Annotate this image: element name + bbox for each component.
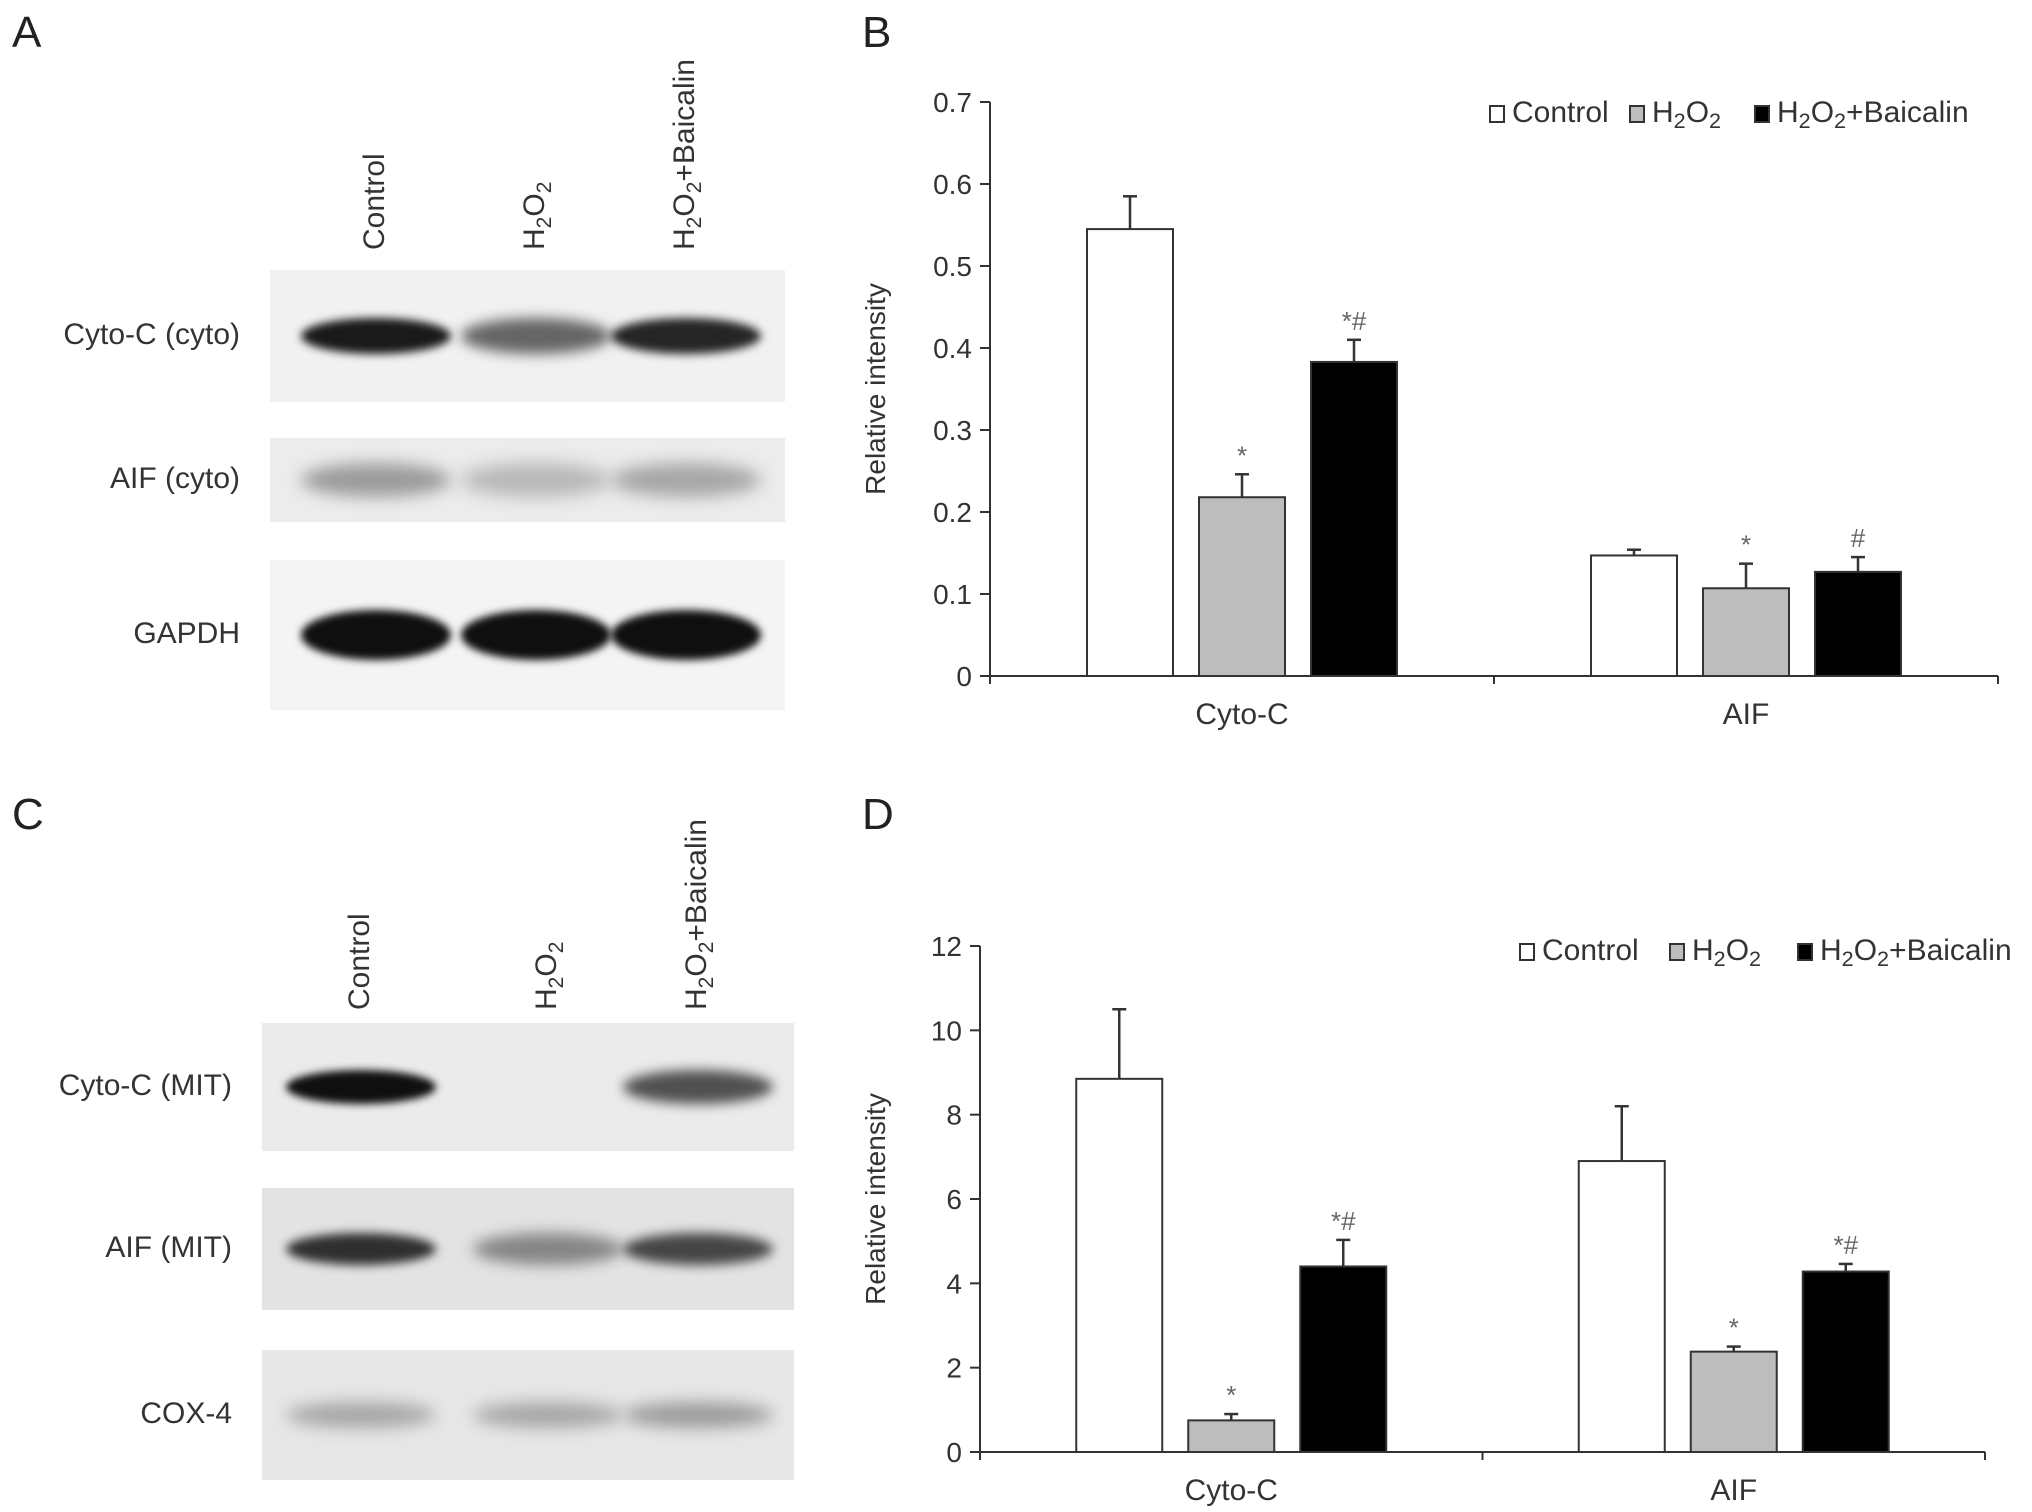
bar [1075,1077,1164,1453]
blot-band [473,1233,623,1265]
lane-label-0: Control [343,913,376,1010]
blot-strip [270,560,785,710]
y-tick-label: 0.2 [933,497,972,528]
y-tick-label: 0.7 [933,87,972,118]
y-tick-label: 6 [946,1184,962,1215]
legend-label: Control [1512,96,1609,129]
significance-mark: * [1741,530,1751,560]
bar [1689,1350,1778,1454]
legend-swatch [1754,105,1770,123]
lane-label-2: H2O2+Baicalin [668,59,706,250]
blot-band [461,318,611,354]
blot-band [611,318,761,354]
y-tick-label: 10 [931,1015,962,1046]
blot-band [461,463,611,497]
significance-mark: * [1226,1380,1236,1410]
bar [1198,496,1286,677]
lane-label-1: H2O2 [518,181,556,250]
y-tick-label: 0.1 [933,579,972,610]
bar [1187,1419,1276,1453]
blot-row-label: GAPDH [133,617,240,650]
blot-strip [262,1023,794,1151]
panel-letter-b: B [862,8,892,57]
western-blot-c: Control H2O2 H2O2+Baicalin Cyto-C (MIT) AIF … [0,780,800,1500]
bar [1801,1270,1890,1453]
blot-band [286,1402,436,1428]
bar [1299,1265,1388,1454]
significance-mark: *# [1833,1230,1858,1260]
blot-band [623,1070,773,1104]
y-axis-label: Relative intensity [860,283,891,495]
legend-label: H2O2+Baicalin [1820,934,2012,971]
y-tick-label: 0.3 [933,415,972,446]
y-tick-label: 2 [946,1353,962,1384]
x-tick-label: AIF [1710,1474,1757,1507]
x-tick-label: Cyto-C [1195,698,1288,731]
legend-swatch [1489,105,1505,123]
significance-mark: # [1851,523,1866,553]
legend-label: H2O2 [1692,934,1761,971]
blot-band [623,1233,773,1265]
bar [1590,554,1678,677]
y-tick-label: 0.6 [933,169,972,200]
blot-row-label: Cyto-C (MIT) [58,1069,232,1102]
blot-band [611,610,761,660]
blot-row-label: Cyto-C (cyto) [63,318,240,351]
y-axis-label: Relative intensity [860,1093,891,1305]
y-tick-label: 0.4 [933,333,972,364]
significance-mark: * [1237,440,1247,470]
bar-chart-b: 0 0.1 0.2 0.3 0.4 0.5 0.6 0.7 Relative intensity… [860,87,1999,731]
y-tick-label: 0.5 [933,251,972,282]
legend-swatch [1669,943,1685,961]
significance-mark: *# [1331,1206,1356,1236]
legend-swatch [1629,105,1645,123]
blot-band [286,1070,436,1104]
bar [1577,1160,1666,1453]
blot-row-label: COX-4 [140,1397,232,1430]
blot-band [301,463,451,497]
lane-label-1: H2O2 [530,941,568,1010]
significance-mark: * [1729,1313,1739,1343]
y-tick-label: 0 [946,1437,962,1468]
bar-chart-d: 0 2 4 6 8 10 12 Relative intensity Cyto-C AIF * * *#… [860,931,2012,1507]
y-tick-label: 0 [956,661,972,692]
western-blot-a: Control H2O2 H2O2+Baicalin Cyto-C (cyto) AIF… [0,0,800,720]
x-tick-label: Cyto-C [1185,1474,1278,1507]
blot-row-label: AIF (MIT) [105,1231,232,1264]
blot-row-label: AIF (cyto) [109,462,240,495]
lane-label-2: H2O2+Baicalin [680,819,718,1010]
legend-label: H2O2 [1652,96,1721,133]
bar [1086,228,1174,677]
panel-letter-c: C [12,790,44,839]
bar [1814,570,1902,677]
blot-band [301,610,451,660]
blot-band [286,1233,436,1265]
x-tick-label: AIF [1723,698,1770,731]
legend-swatch [1797,943,1813,961]
y-tick-label: 4 [946,1268,962,1299]
blot-band [623,1402,773,1428]
legend-label: H2O2+Baicalin [1777,96,1969,133]
y-tick-label: 12 [931,931,962,962]
lane-label-0: Control [358,153,391,250]
blot-band [461,610,611,660]
blot-strip [262,1350,794,1480]
legend-swatch [1519,943,1535,961]
blot-band [301,318,451,354]
blot-band [611,463,761,497]
bar [1310,360,1398,677]
blot-band [473,1402,623,1428]
significance-mark: *# [1342,306,1367,336]
blot-strip [262,1188,794,1310]
panel-letter-a: A [12,8,42,57]
legend-label: Control [1542,934,1639,967]
bar [1702,587,1790,678]
y-tick-label: 8 [946,1100,962,1131]
panel-letter-d: D [862,790,894,839]
blot-strip [270,270,785,402]
blot-strip [270,438,785,522]
